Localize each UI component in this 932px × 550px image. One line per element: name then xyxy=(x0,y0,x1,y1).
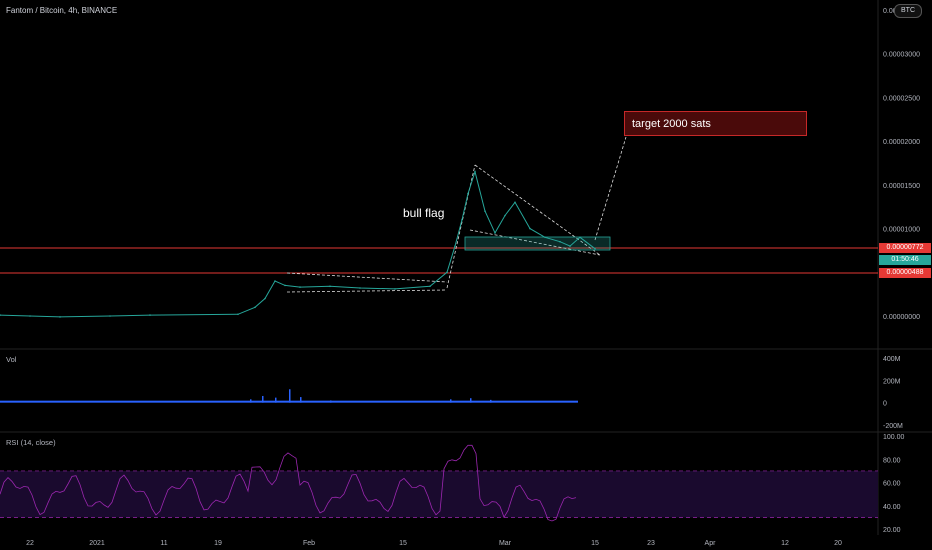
rsi-axis-tick-label: 80.00 xyxy=(883,457,901,464)
flag-consolidation-box xyxy=(464,236,611,251)
price-point xyxy=(484,210,486,212)
bull-flag-annotation[interactable]: bull flag xyxy=(403,206,445,220)
volume-bar xyxy=(289,389,291,403)
rsi-axis-tick-label: 20.00 xyxy=(883,527,901,534)
price-axis-tick-label: 0.00000000 xyxy=(883,314,920,321)
price-point xyxy=(474,170,476,173)
price-axis-tick-label: 0.00002500 xyxy=(883,95,920,102)
price-point xyxy=(504,214,506,217)
price-series-group xyxy=(0,169,596,318)
volume-bar xyxy=(250,399,252,403)
axes-group: 0.000000000.000005000.000010000.00001500… xyxy=(26,8,920,547)
rsi-band xyxy=(0,470,878,518)
price-point xyxy=(254,306,256,309)
rsi-series-group xyxy=(0,444,878,522)
price-point xyxy=(494,232,496,234)
time-axis-tick-label: 15 xyxy=(591,540,599,547)
time-axis-tick-label: Apr xyxy=(705,540,717,547)
price-axis-tick-label: 0.00001000 xyxy=(883,227,920,234)
volume-bar xyxy=(262,395,264,403)
time-axis-tick-label: 23 xyxy=(647,540,655,547)
time-axis-tick-label: 2021 xyxy=(89,540,105,547)
price-axis-tick-label: 0.00002000 xyxy=(883,139,920,146)
price-point xyxy=(237,313,239,316)
time-axis-tick-label: 11 xyxy=(160,540,167,547)
volume-bar xyxy=(275,397,277,403)
resistance-price-tag: 0.00000772 xyxy=(879,243,931,253)
price-point xyxy=(579,236,581,239)
volume-axis-tick-label: 400M xyxy=(883,356,901,363)
price-point xyxy=(454,245,456,247)
price-point xyxy=(0,314,1,316)
time-axis-tick-label: 20 xyxy=(834,540,842,547)
volume-pane-label: Vol xyxy=(6,355,17,364)
price-point xyxy=(544,236,546,239)
price-point xyxy=(514,201,516,204)
price-point xyxy=(29,315,31,317)
time-axis-tick-label: Feb xyxy=(303,540,315,547)
price-axis-tick-label: 0.00003000 xyxy=(883,52,920,59)
rsi-axis-tick-label: 40.00 xyxy=(883,504,901,511)
price-point xyxy=(529,227,531,230)
price-point xyxy=(461,219,463,221)
price-point xyxy=(594,247,596,250)
flag-pattern xyxy=(286,136,627,293)
time-axis-tick-label: Mar xyxy=(499,540,512,547)
price-point xyxy=(264,297,266,300)
volume-axis-tick-label: -200M xyxy=(883,423,903,430)
price-point xyxy=(299,286,301,288)
time-axis-tick-label: 22 xyxy=(26,540,34,547)
currency-badge[interactable]: BTC xyxy=(894,4,922,18)
price-point xyxy=(359,287,361,289)
price-point xyxy=(429,285,431,288)
price-point xyxy=(329,285,331,288)
volume-bar xyxy=(490,399,492,403)
volume-bar xyxy=(470,398,472,403)
support-price-tag: 0.00000488 xyxy=(879,268,931,278)
volume-bar xyxy=(300,397,302,403)
time-axis-tick-label: 15 xyxy=(399,540,407,547)
price-point xyxy=(274,280,276,282)
rsi-axis-tick-label: 60.00 xyxy=(883,481,901,488)
time-axis-tick-label: 12 xyxy=(781,540,789,547)
price-point xyxy=(109,315,111,317)
price-point xyxy=(149,314,151,316)
volume-axis-tick-label: 200M xyxy=(883,378,901,385)
price-point xyxy=(467,192,469,195)
rsi-pane-label: RSI (14, close) xyxy=(6,438,56,447)
price-point xyxy=(569,245,571,247)
time-axis-tick-label: 19 xyxy=(214,540,222,547)
target-annotation[interactable]: target 2000 sats xyxy=(624,111,807,136)
price-point xyxy=(559,240,561,243)
volume-axis-tick-label: 0 xyxy=(883,401,887,408)
price-point xyxy=(59,316,61,318)
price-series-line xyxy=(0,169,596,318)
rsi-axis-tick-label: 100.00 xyxy=(883,434,905,441)
price-point xyxy=(394,288,396,290)
chart-title: Fantom / Bitcoin, 4h, BINANCE xyxy=(6,6,118,15)
price-axis-tick-label: 0.00001500 xyxy=(883,183,920,190)
volume-bar xyxy=(450,399,452,403)
rsi-series-line xyxy=(0,444,577,522)
price-point xyxy=(446,271,448,274)
volume-bar xyxy=(330,400,332,403)
price-point xyxy=(284,284,286,287)
countdown-tag: 01:50:46 xyxy=(879,255,931,265)
volume-series-group xyxy=(0,389,578,403)
